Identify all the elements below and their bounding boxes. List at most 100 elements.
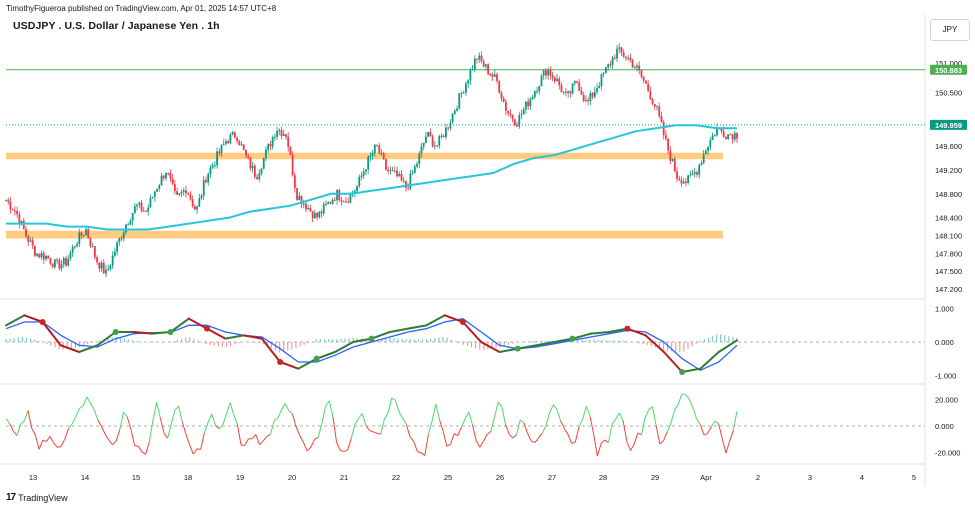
oscillator-segment	[560, 420, 565, 429]
time-tick-label: 2	[756, 473, 760, 482]
oscillator-segment	[42, 439, 47, 442]
candle-body	[53, 259, 56, 268]
candle-body	[625, 56, 627, 59]
candle-body	[349, 194, 352, 203]
macd-tick-label: -1.000	[935, 371, 956, 380]
candle-body	[273, 136, 276, 138]
candle-body	[109, 265, 112, 269]
oscillator-segment	[512, 434, 517, 439]
candle-body	[469, 70, 472, 81]
candle-body	[200, 195, 203, 199]
candle-body	[291, 155, 294, 176]
oscillator-segment	[405, 424, 411, 438]
oscillator-segment	[652, 406, 657, 427]
candle-body	[102, 262, 105, 274]
oscillator-segment	[255, 434, 260, 445]
candle-body	[362, 171, 365, 176]
candle-body	[662, 122, 665, 136]
candle-body	[300, 195, 303, 205]
candle-body	[296, 188, 298, 200]
candle-body	[673, 158, 676, 172]
candle-body	[309, 208, 312, 212]
oscillator-segment	[314, 436, 319, 440]
publisher-line: TimothyFigueroa published on TradingView…	[6, 4, 277, 13]
macd-line-segment	[23, 314, 44, 323]
price-tick-label: 147.500	[935, 267, 962, 276]
currency-button[interactable]: JPY	[930, 19, 970, 41]
oscillator-segment	[68, 423, 73, 430]
candle-body	[129, 220, 132, 225]
candle-body	[331, 199, 334, 204]
candle-body	[247, 155, 250, 158]
candle-body	[271, 137, 274, 147]
oscillator-tick-label: -20.000	[935, 449, 960, 458]
candle-body	[451, 113, 454, 123]
candle-body	[85, 229, 87, 236]
oscillator-segment	[93, 409, 99, 421]
oscillator-segment	[574, 426, 580, 443]
oscillator-segment	[424, 434, 429, 456]
candle-body	[647, 83, 650, 91]
candle-body	[393, 170, 396, 172]
oscillator-segment	[90, 402, 95, 410]
candle-body	[560, 85, 563, 93]
candle-body	[216, 151, 218, 166]
candle-body	[289, 147, 292, 156]
candle-body	[22, 220, 25, 230]
oscillator-segment	[618, 412, 624, 422]
candle-body	[729, 134, 732, 136]
oscillator-segment	[637, 432, 642, 436]
candle-body	[462, 92, 465, 94]
candle-body	[31, 240, 34, 246]
oscillator-segment	[97, 419, 102, 427]
candle-body	[80, 232, 83, 236]
candle-body	[633, 67, 636, 69]
macd-line-segment	[480, 341, 501, 353]
candle-body	[380, 153, 383, 155]
candle-body	[260, 168, 263, 174]
oscillator-segment	[435, 403, 440, 420]
oscillator-segment	[670, 410, 676, 424]
support-resistance-zone	[6, 230, 723, 239]
candle-body	[118, 238, 121, 243]
price-tick-label: 151.000	[935, 59, 962, 68]
time-tick-label: 25	[444, 473, 452, 482]
macd-line-segment	[608, 327, 629, 333]
macd-line-segment	[443, 314, 464, 323]
oscillator-segment	[343, 449, 348, 452]
candle-body	[240, 144, 243, 146]
candle-body	[327, 202, 330, 204]
candle-body	[145, 210, 147, 212]
candle-body	[722, 131, 725, 137]
candle-body	[613, 57, 616, 59]
candle-body	[678, 178, 681, 181]
macd-line-segment	[242, 334, 263, 340]
oscillator-segment	[663, 431, 668, 441]
tradingview-logo-icon: 17	[6, 492, 16, 503]
candle-body	[191, 199, 194, 207]
candle-body	[689, 174, 692, 176]
oscillator-segment	[483, 434, 488, 442]
oscillator-segment	[596, 443, 602, 457]
oscillator-segment	[497, 401, 503, 408]
candle-body	[211, 165, 214, 168]
candle-body	[167, 172, 170, 174]
candle-body	[162, 175, 165, 179]
candle-body	[278, 130, 281, 132]
oscillator-segment	[600, 439, 606, 444]
candle-body	[231, 132, 234, 135]
candle-body	[158, 185, 161, 189]
candle-body	[136, 204, 138, 207]
oscillator-segment	[174, 405, 180, 411]
candle-body	[445, 127, 447, 138]
oscillator-segment	[593, 434, 598, 457]
candle-body	[60, 264, 63, 269]
candle-body	[638, 65, 641, 71]
candle-body	[9, 201, 12, 210]
oscillator-segment	[541, 425, 547, 434]
time-tick-label: 14	[81, 473, 89, 482]
candle-body	[42, 253, 45, 260]
oscillator-segment	[317, 423, 323, 438]
candle-body	[573, 80, 576, 84]
